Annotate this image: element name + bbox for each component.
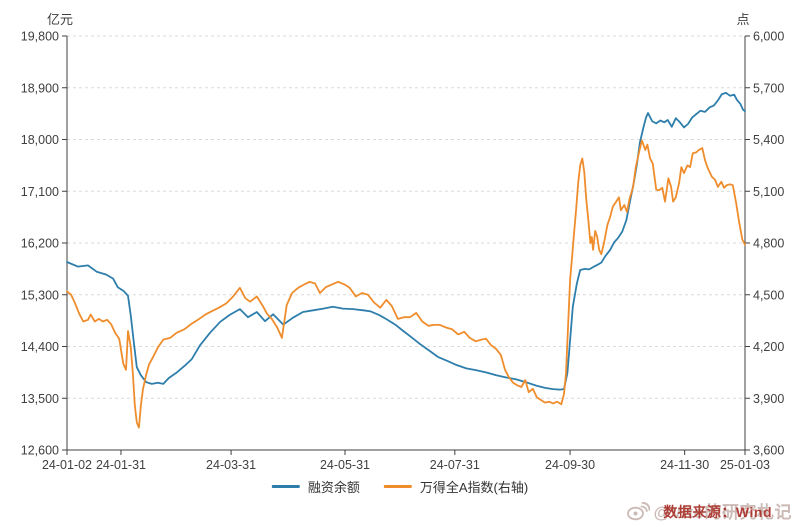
legend-label-financing-balance: 融资余额 (307, 480, 360, 495)
right-axis-tick-label: 3,600 (753, 444, 784, 458)
x-axis-tick-label: 25-01-03 (720, 458, 770, 472)
weibo-icon (626, 501, 650, 521)
left-axis-unit-label: 亿元 (46, 12, 73, 27)
line-swatch-wind-a-index (383, 485, 412, 488)
x-axis-tick-label: 24-09-30 (545, 458, 595, 472)
x-axis-tick-label: 24-03-31 (206, 458, 256, 472)
left-axis-tick-label: 19,800 (21, 30, 59, 44)
legend-item-financing-balance: 融资余额 (271, 477, 360, 496)
left-axis-tick-label: 18,900 (21, 81, 59, 95)
right-axis-tick-label: 4,800 (753, 237, 784, 251)
left-axis-tick-label: 18,000 (21, 133, 59, 147)
right-axis-tick-label: 4,500 (753, 288, 784, 302)
right-axis-tick-label: 6,000 (753, 30, 784, 44)
legend-label-wind-a-index: 万得全A指数(右轴) (419, 480, 529, 495)
x-axis-tick-label: 24-05-31 (320, 458, 370, 472)
right-axis-tick-label: 5,100 (753, 185, 784, 199)
legend-item-wind-a-index: 万得全A指数(右轴) (383, 477, 529, 496)
left-axis-tick-label: 17,100 (21, 185, 59, 199)
line-swatch-financing-balance (271, 485, 300, 488)
right-axis-tick-label: 5,400 (753, 133, 784, 147)
right-axis-tick-label: 4,200 (753, 340, 784, 354)
left-axis-tick-label: 12,600 (21, 444, 59, 458)
x-axis-tick-label: 24-01-31 (96, 458, 146, 472)
left-axis-tick-label: 14,400 (21, 340, 59, 354)
left-axis-tick-label: 15,300 (21, 288, 59, 302)
right-axis-tick-label: 3,900 (753, 392, 784, 406)
series-financing-balance (66, 92, 746, 391)
left-axis-tick-label: 16,200 (21, 237, 59, 251)
x-axis-tick-label: 24-01-02 (42, 458, 92, 472)
right-axis-unit-label: 点 (736, 12, 750, 27)
series-wind-a-index (66, 139, 746, 429)
watermark: @Vito的研究札记 (626, 498, 792, 523)
x-axis-tick-label: 24-07-31 (430, 458, 480, 472)
right-axis-tick-label: 5,700 (753, 81, 784, 95)
watermark-handle: @Vito的研究札记 (653, 503, 792, 522)
left-axis-tick-label: 13,500 (21, 392, 59, 406)
data-source-label: 数据来源：Wind (663, 504, 772, 520)
x-axis-tick-label: 24-11-30 (660, 458, 709, 472)
legend: 融资余额 万得全A指数(右轴) (271, 477, 529, 496)
